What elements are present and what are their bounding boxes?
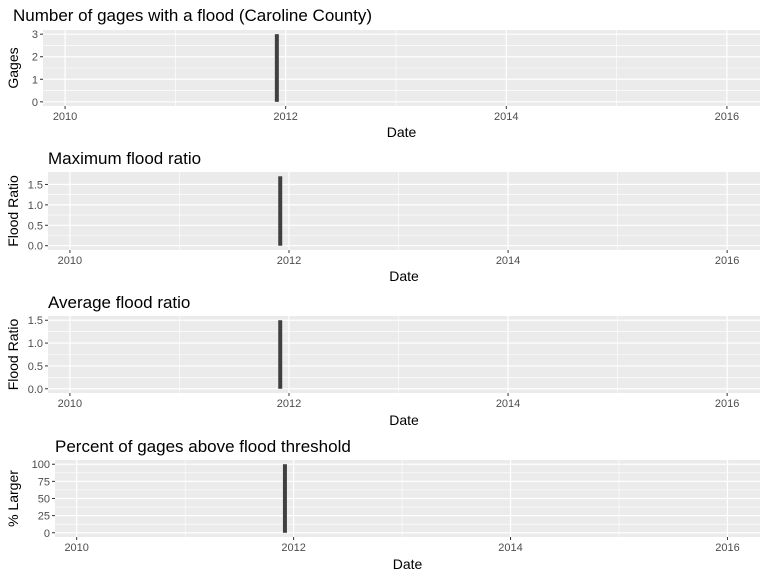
x-tick-label: 2014	[496, 255, 520, 267]
y-tick-label: 0.5	[28, 361, 43, 373]
y-tick-label: 0.5	[28, 220, 43, 232]
y-tick-label: 1.0	[28, 200, 43, 212]
chart-panel-1: Number of gages with a flood (Caroline C…	[5, 6, 760, 140]
y-tick-label: 0	[44, 528, 50, 540]
x-tick-label: 2012	[273, 111, 297, 123]
y-tick-label: 1.0	[28, 338, 43, 350]
y-axis-title: % Larger	[5, 470, 21, 527]
chart-title: Average flood ratio	[48, 293, 190, 312]
y-tick-label: 2	[32, 52, 38, 64]
y-axis-title: Flood Ratio	[5, 318, 21, 390]
x-axis-title: Date	[393, 556, 423, 572]
x-axis-title: Date	[389, 412, 419, 428]
chart-title: Maximum flood ratio	[48, 149, 201, 168]
y-tick-label: 0.0	[28, 384, 43, 396]
data-bar	[278, 320, 283, 389]
data-bar	[278, 176, 283, 246]
chart-panel-2: Maximum flood ratio 0.0 0.5 1.0 1.5 2010 2012 2…	[5, 149, 760, 284]
y-tick-label: 0	[32, 97, 38, 109]
plot-panel	[48, 172, 760, 250]
x-tick-label: 2016	[715, 111, 739, 123]
chart-title: Number of gages with a flood (Caroline C…	[13, 6, 372, 25]
y-axis-title: Gages	[5, 47, 21, 88]
y-tick-label: 100	[32, 459, 50, 471]
x-tick-label: 2014	[494, 111, 518, 123]
y-tick-label: 75	[38, 476, 50, 488]
data-bar	[282, 464, 287, 533]
y-tick-label: 3	[32, 29, 38, 41]
x-axis-title: Date	[389, 268, 419, 284]
x-tick-label: 2014	[496, 398, 520, 410]
x-tick-label: 2016	[715, 398, 739, 410]
x-tick-label: 2014	[498, 542, 522, 554]
x-tick-label: 2010	[53, 111, 77, 123]
x-tick-label: 2012	[277, 398, 301, 410]
x-tick-label: 2010	[64, 542, 88, 554]
chart-title: Percent of gages above flood threshold	[55, 437, 351, 456]
y-tick-label: 50	[38, 494, 50, 506]
chart-panel-4: Percent of gages above flood threshold 0 2…	[5, 437, 760, 572]
x-tick-label: 2012	[277, 255, 301, 267]
x-tick-label: 2016	[715, 255, 739, 267]
x-tick-label: 2016	[715, 542, 739, 554]
y-tick-label: 1	[32, 74, 38, 86]
x-tick-label: 2012	[281, 542, 305, 554]
x-axis-title: Date	[387, 124, 417, 140]
y-tick-label: 25	[38, 511, 50, 523]
chart-panel-3: Average flood ratio 0.0 0.5 1.0 1.5 2010 2012 2…	[5, 293, 760, 428]
x-tick-label: 2010	[58, 398, 82, 410]
y-axis-title: Flood Ratio	[5, 175, 21, 247]
y-tick-label: 0.0	[28, 241, 43, 253]
y-tick-label: 1.5	[28, 315, 43, 327]
x-tick-label: 2010	[58, 255, 82, 267]
y-tick-label: 1.5	[28, 179, 43, 191]
data-bar	[274, 34, 279, 102]
